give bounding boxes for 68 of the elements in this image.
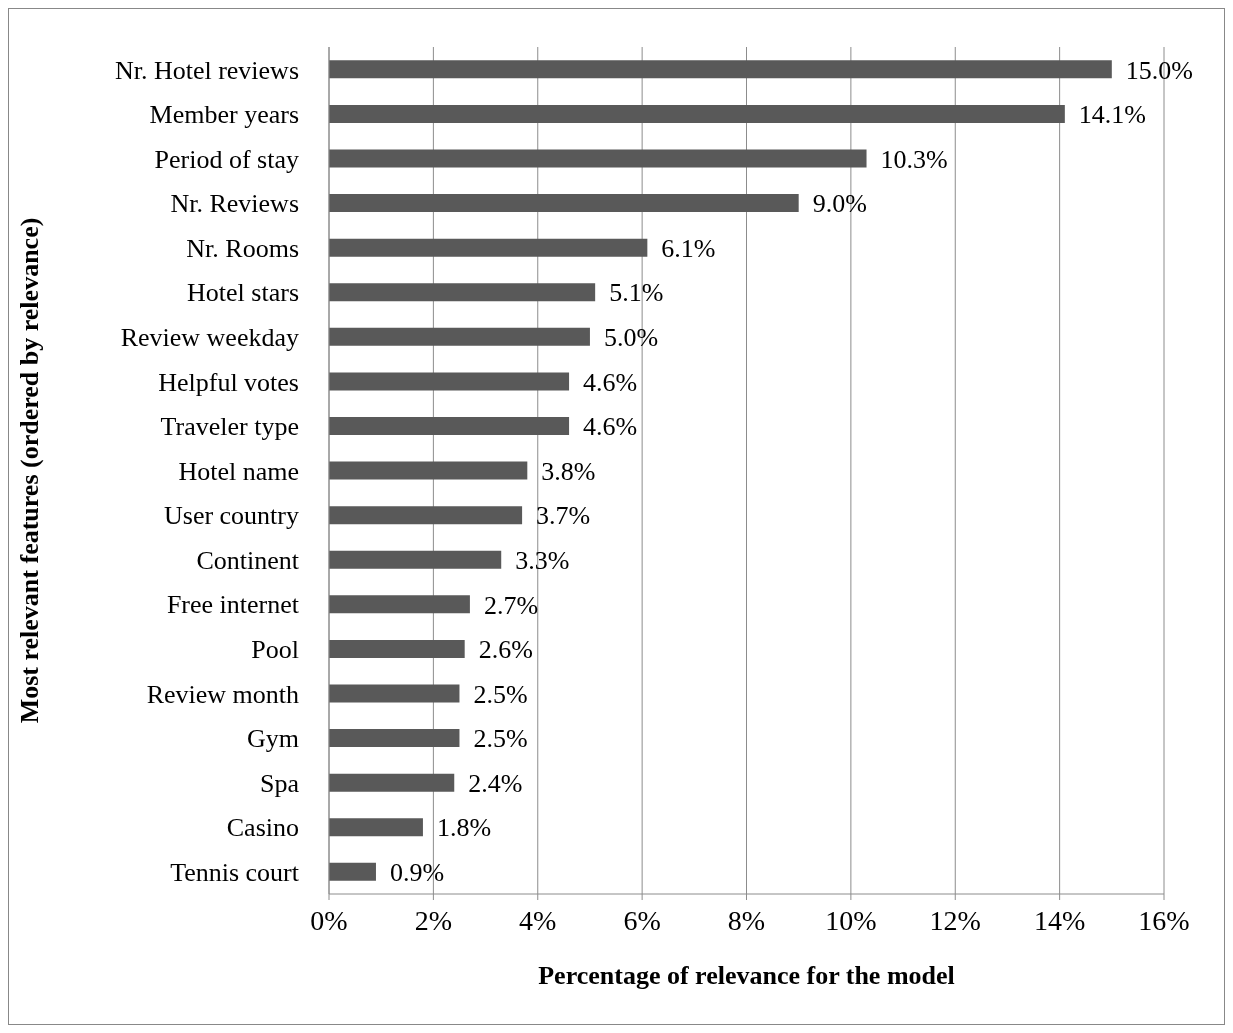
x-tick-label: 16% <box>1138 904 1190 936</box>
bar <box>329 506 523 525</box>
bar <box>329 327 590 346</box>
bar <box>329 104 1065 123</box>
bar <box>329 862 376 881</box>
x-axis-title: Percentage of relevance for the model <box>538 961 955 990</box>
bar <box>329 550 502 569</box>
x-tick-label: 4% <box>519 904 557 936</box>
data-label: 2.5% <box>473 724 528 754</box>
bar <box>329 283 596 302</box>
data-label: 3.7% <box>536 501 591 531</box>
bar <box>329 818 423 837</box>
bar <box>329 773 455 792</box>
bar <box>329 729 460 748</box>
y-tick-label: Traveler type <box>160 412 299 442</box>
data-label: 2.5% <box>473 679 528 709</box>
data-label: 0.9% <box>389 858 445 888</box>
y-tick-label: Gym <box>247 724 299 754</box>
y-tick-label: Review month <box>146 679 299 709</box>
data-label: 3.3% <box>515 545 570 575</box>
bar <box>329 60 1112 79</box>
data-label: 15.0% <box>1125 55 1193 85</box>
bar <box>329 149 867 168</box>
x-tick-label: 0% <box>310 904 348 936</box>
x-tick-label: 10% <box>825 904 877 936</box>
bar <box>329 461 528 480</box>
y-tick-label: Pool <box>251 635 299 665</box>
y-tick-label: Review weekday <box>120 322 299 352</box>
bar <box>329 595 470 614</box>
y-tick-label: Hotel stars <box>187 278 299 308</box>
x-tick-label: 12% <box>929 904 981 936</box>
data-label: 1.8% <box>436 813 492 843</box>
bar <box>329 684 460 703</box>
data-label: 2.6% <box>478 635 533 665</box>
y-tick-label: Continent <box>196 545 300 575</box>
y-tick-label: Spa <box>260 768 300 798</box>
x-tick-label: 8% <box>727 904 766 936</box>
data-label: 2.4% <box>468 768 523 798</box>
bar <box>329 194 799 213</box>
x-tick-label: 2% <box>414 904 453 936</box>
x-tick-label: 14% <box>1033 904 1086 936</box>
y-tick-label: Tennis court <box>170 857 300 887</box>
bar <box>329 372 570 391</box>
y-tick-label: Nr. Reviews <box>170 189 299 219</box>
data-label: 9.0% <box>812 189 867 219</box>
data-label: 4.6% <box>583 367 638 397</box>
bar <box>329 238 648 257</box>
bar <box>329 639 465 658</box>
data-label: 3.8% <box>541 456 596 486</box>
data-label: 5.0% <box>603 323 659 353</box>
y-tick-label: Casino <box>226 813 299 843</box>
data-label: 10.3% <box>880 144 948 174</box>
y-tick-label: Member years <box>149 100 299 130</box>
bar <box>329 417 570 436</box>
data-label: 5.1% <box>609 278 664 308</box>
data-label: 6.1% <box>661 233 716 263</box>
y-tick-label: User country <box>163 501 299 531</box>
data-label: 4.6% <box>583 412 638 442</box>
x-tick-label: 6% <box>623 904 661 936</box>
y-tick-label: Nr. Rooms <box>186 233 299 263</box>
data-label: 14.1% <box>1078 100 1147 130</box>
y-tick-label: Free internet <box>166 590 300 620</box>
y-axis-title: Most relevant features (ordered by relevance) <box>15 217 45 724</box>
data-label: 2.7% <box>483 590 539 620</box>
y-tick-label: Period of stay <box>154 144 299 174</box>
y-tick-label: Nr. Hotel reviews <box>114 55 299 85</box>
y-tick-label: Hotel name <box>178 456 299 486</box>
y-tick-label: Helpful votes <box>158 367 299 397</box>
